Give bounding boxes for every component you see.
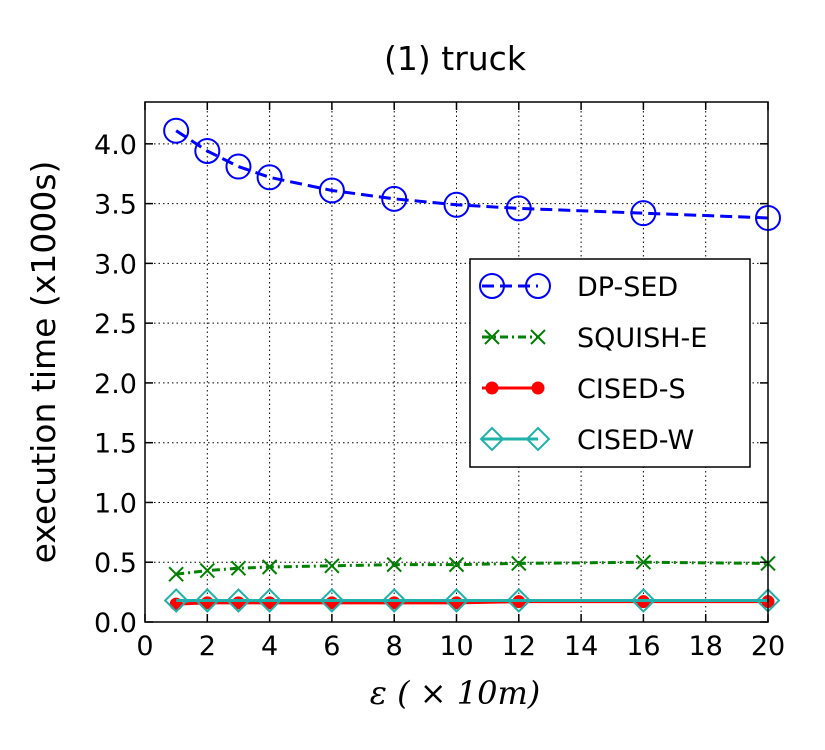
data-point <box>163 117 190 144</box>
data-point <box>448 556 465 573</box>
data-point <box>324 558 340 574</box>
x-axis-label: ε ( × 10m) <box>370 674 541 712</box>
legend-label: DP-SED <box>577 272 678 303</box>
legend-item: DP-SED <box>479 272 678 303</box>
y-tick-label: 2.0 <box>94 369 137 400</box>
legend: DP-SED SQUISH-E CISED-S CISED-W <box>469 258 751 468</box>
legend-marker <box>479 273 505 299</box>
data-point <box>230 560 247 576</box>
series-line <box>175 129 769 220</box>
data-point <box>163 588 189 613</box>
y-tick-label: 0.5 <box>94 548 137 579</box>
y-tick-label: 0.0 <box>94 608 137 639</box>
data-point <box>635 554 652 570</box>
legend-marker <box>479 426 505 452</box>
data-point <box>226 588 251 613</box>
x-tick-label: 0 <box>136 631 153 662</box>
y-tick-label: 1.0 <box>94 488 137 519</box>
legend-item: CISED-S <box>482 374 686 405</box>
legend-item: CISED-W <box>479 425 694 456</box>
legend-label: CISED-S <box>577 374 686 405</box>
x-tick-label: 6 <box>323 631 340 662</box>
series-dp-sed <box>163 117 781 231</box>
x-tick-label: 16 <box>626 631 660 662</box>
data-point <box>381 185 408 212</box>
legend-marker <box>530 329 546 345</box>
x-tick-label: 20 <box>751 631 785 662</box>
legend-marker <box>485 381 499 395</box>
legend-label: SQUISH-E <box>577 323 707 354</box>
data-point <box>444 588 469 613</box>
chart-title: (1) truck <box>384 39 527 78</box>
legend-box <box>469 258 751 468</box>
data-point <box>381 588 407 613</box>
y-tick-label: 3.5 <box>94 190 137 221</box>
series-squish-e <box>168 554 776 582</box>
x-tick-label: 10 <box>439 631 473 662</box>
data-point <box>630 588 656 613</box>
legend-item: SQUISH-E <box>482 323 707 354</box>
legend-marker <box>531 381 545 395</box>
data-point <box>318 177 345 204</box>
data-point <box>261 559 278 575</box>
legend-label: CISED-W <box>577 425 694 456</box>
legend-marker <box>484 329 500 345</box>
x-tick-label: 18 <box>689 631 723 662</box>
data-point <box>199 562 216 579</box>
data-point <box>319 588 345 613</box>
x-tick-label: 2 <box>199 631 216 662</box>
legend-marker <box>525 426 551 452</box>
y-tick-label: 4.0 <box>94 130 137 161</box>
series-line <box>175 560 769 576</box>
x-tick-label: 12 <box>502 631 536 662</box>
y-tick-label: 2.5 <box>94 309 137 340</box>
data-point <box>630 200 657 227</box>
data-point <box>194 588 220 613</box>
x-tick-label: 14 <box>564 631 598 662</box>
x-tick-label: 4 <box>261 631 278 662</box>
series-cised-w <box>163 588 781 613</box>
data-point <box>506 588 532 613</box>
y-axis-label: execution time (x1000s) <box>24 161 63 564</box>
ticks: 0 2 4 6 8 10 12 14 16 18 20 0.0 0.5 1.0 1.5 2.0 2.5 3.0 3.… <box>94 102 785 662</box>
data-point <box>225 153 252 180</box>
data-point <box>505 195 532 222</box>
data-point <box>511 555 527 572</box>
data-point <box>256 164 283 191</box>
data-point <box>257 588 283 613</box>
y-tick-label: 1.5 <box>94 429 137 460</box>
y-tick-label: 3.0 <box>94 249 137 280</box>
data-point <box>386 556 402 573</box>
legend-marker <box>525 273 551 299</box>
data-point <box>194 138 221 165</box>
series-cised-s <box>169 595 775 611</box>
series-layer <box>163 117 781 613</box>
data-point <box>443 191 470 218</box>
x-tick-label: 8 <box>386 631 403 662</box>
data-point <box>168 566 184 582</box>
